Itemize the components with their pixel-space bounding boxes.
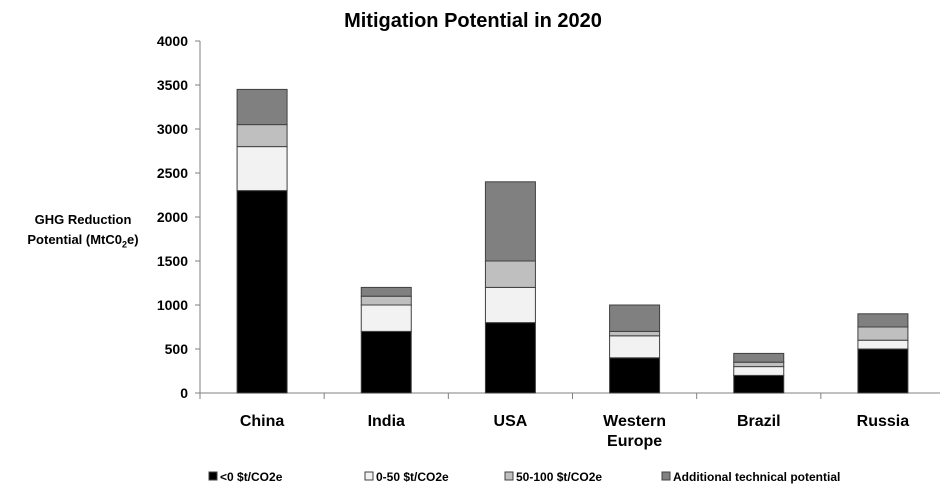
- bar-segment: [360, 304, 412, 332]
- legend-swatch: [504, 471, 514, 481]
- axes: 0 500 1000 1500 2000 2500 3000 3500 4000: [157, 33, 940, 401]
- x-tick-label: China: [240, 413, 285, 430]
- bar-segment: [360, 286, 412, 297]
- y-axis-label-line1: GHG Reduction: [34, 212, 132, 227]
- x-tick-label: Western: [603, 413, 666, 430]
- bar-segment: [484, 322, 536, 394]
- bar-segment: [733, 361, 785, 368]
- bar-segment: [484, 286, 536, 324]
- bar-segment: [236, 124, 288, 148]
- bar-segment: [236, 190, 288, 394]
- y-tick-label: 2500: [157, 165, 188, 181]
- bar-segment: [733, 352, 785, 363]
- y-tick-label: 1500: [157, 253, 188, 269]
- y-tick-label: 3000: [157, 121, 188, 137]
- bar-segment: [733, 374, 785, 394]
- bar-segment: [857, 348, 909, 394]
- bar-segment: [236, 88, 288, 126]
- bar-segment: [857, 326, 909, 341]
- bar-segment: [609, 330, 661, 337]
- bar-segment: [484, 260, 536, 288]
- y-tick-label: 0: [180, 385, 188, 401]
- bar-segment: [484, 181, 536, 262]
- y-axis-label-line2: Potential (MtC02e): [27, 232, 139, 250]
- bar-segment: [236, 146, 288, 192]
- bar-segment: [857, 313, 909, 328]
- x-tick-label: India: [368, 413, 405, 430]
- legend: <0 $t/CO2e 0-50 $t/CO2e 50-100 $t/CO2e Addi…: [208, 470, 840, 484]
- x-tick-label: USA: [494, 413, 528, 430]
- y-tick-label: 3500: [157, 77, 188, 93]
- bar-segment: [360, 330, 412, 394]
- legend-label: 0-50 $t/CO2e: [376, 470, 449, 484]
- bar-segment: [609, 304, 661, 332]
- chart-title: Mitigation Potential in 2020: [344, 10, 602, 32]
- bar-segment: [609, 357, 661, 394]
- legend-swatch: [364, 471, 374, 481]
- legend-swatch: [208, 471, 218, 481]
- x-tick-labels: China India USA Western Europe Brazil Russia: [240, 413, 909, 450]
- y-tick-label: 1000: [157, 297, 188, 313]
- legend-swatch: [661, 471, 671, 481]
- bar-segment: [609, 335, 661, 359]
- bar-segment: [733, 366, 785, 376]
- legend-label: 50-100 $t/CO2e: [516, 470, 602, 484]
- y-axis-label: GHG Reduction Potential (MtC02e): [8, 210, 158, 255]
- x-tick-label: Brazil: [737, 413, 781, 430]
- x-tick-label: Europe: [607, 433, 662, 450]
- bars: [236, 88, 909, 394]
- legend-label: <0 $t/CO2e: [220, 470, 283, 484]
- y-tick-label: 4000: [157, 33, 188, 49]
- bar-segment: [857, 339, 909, 350]
- legend-label: Additional technical potential: [673, 470, 840, 484]
- y-tick-label: 2000: [157, 209, 188, 225]
- bar-segment: [360, 295, 412, 306]
- x-tick-label: Russia: [857, 413, 910, 430]
- y-tick-label: 500: [165, 341, 189, 357]
